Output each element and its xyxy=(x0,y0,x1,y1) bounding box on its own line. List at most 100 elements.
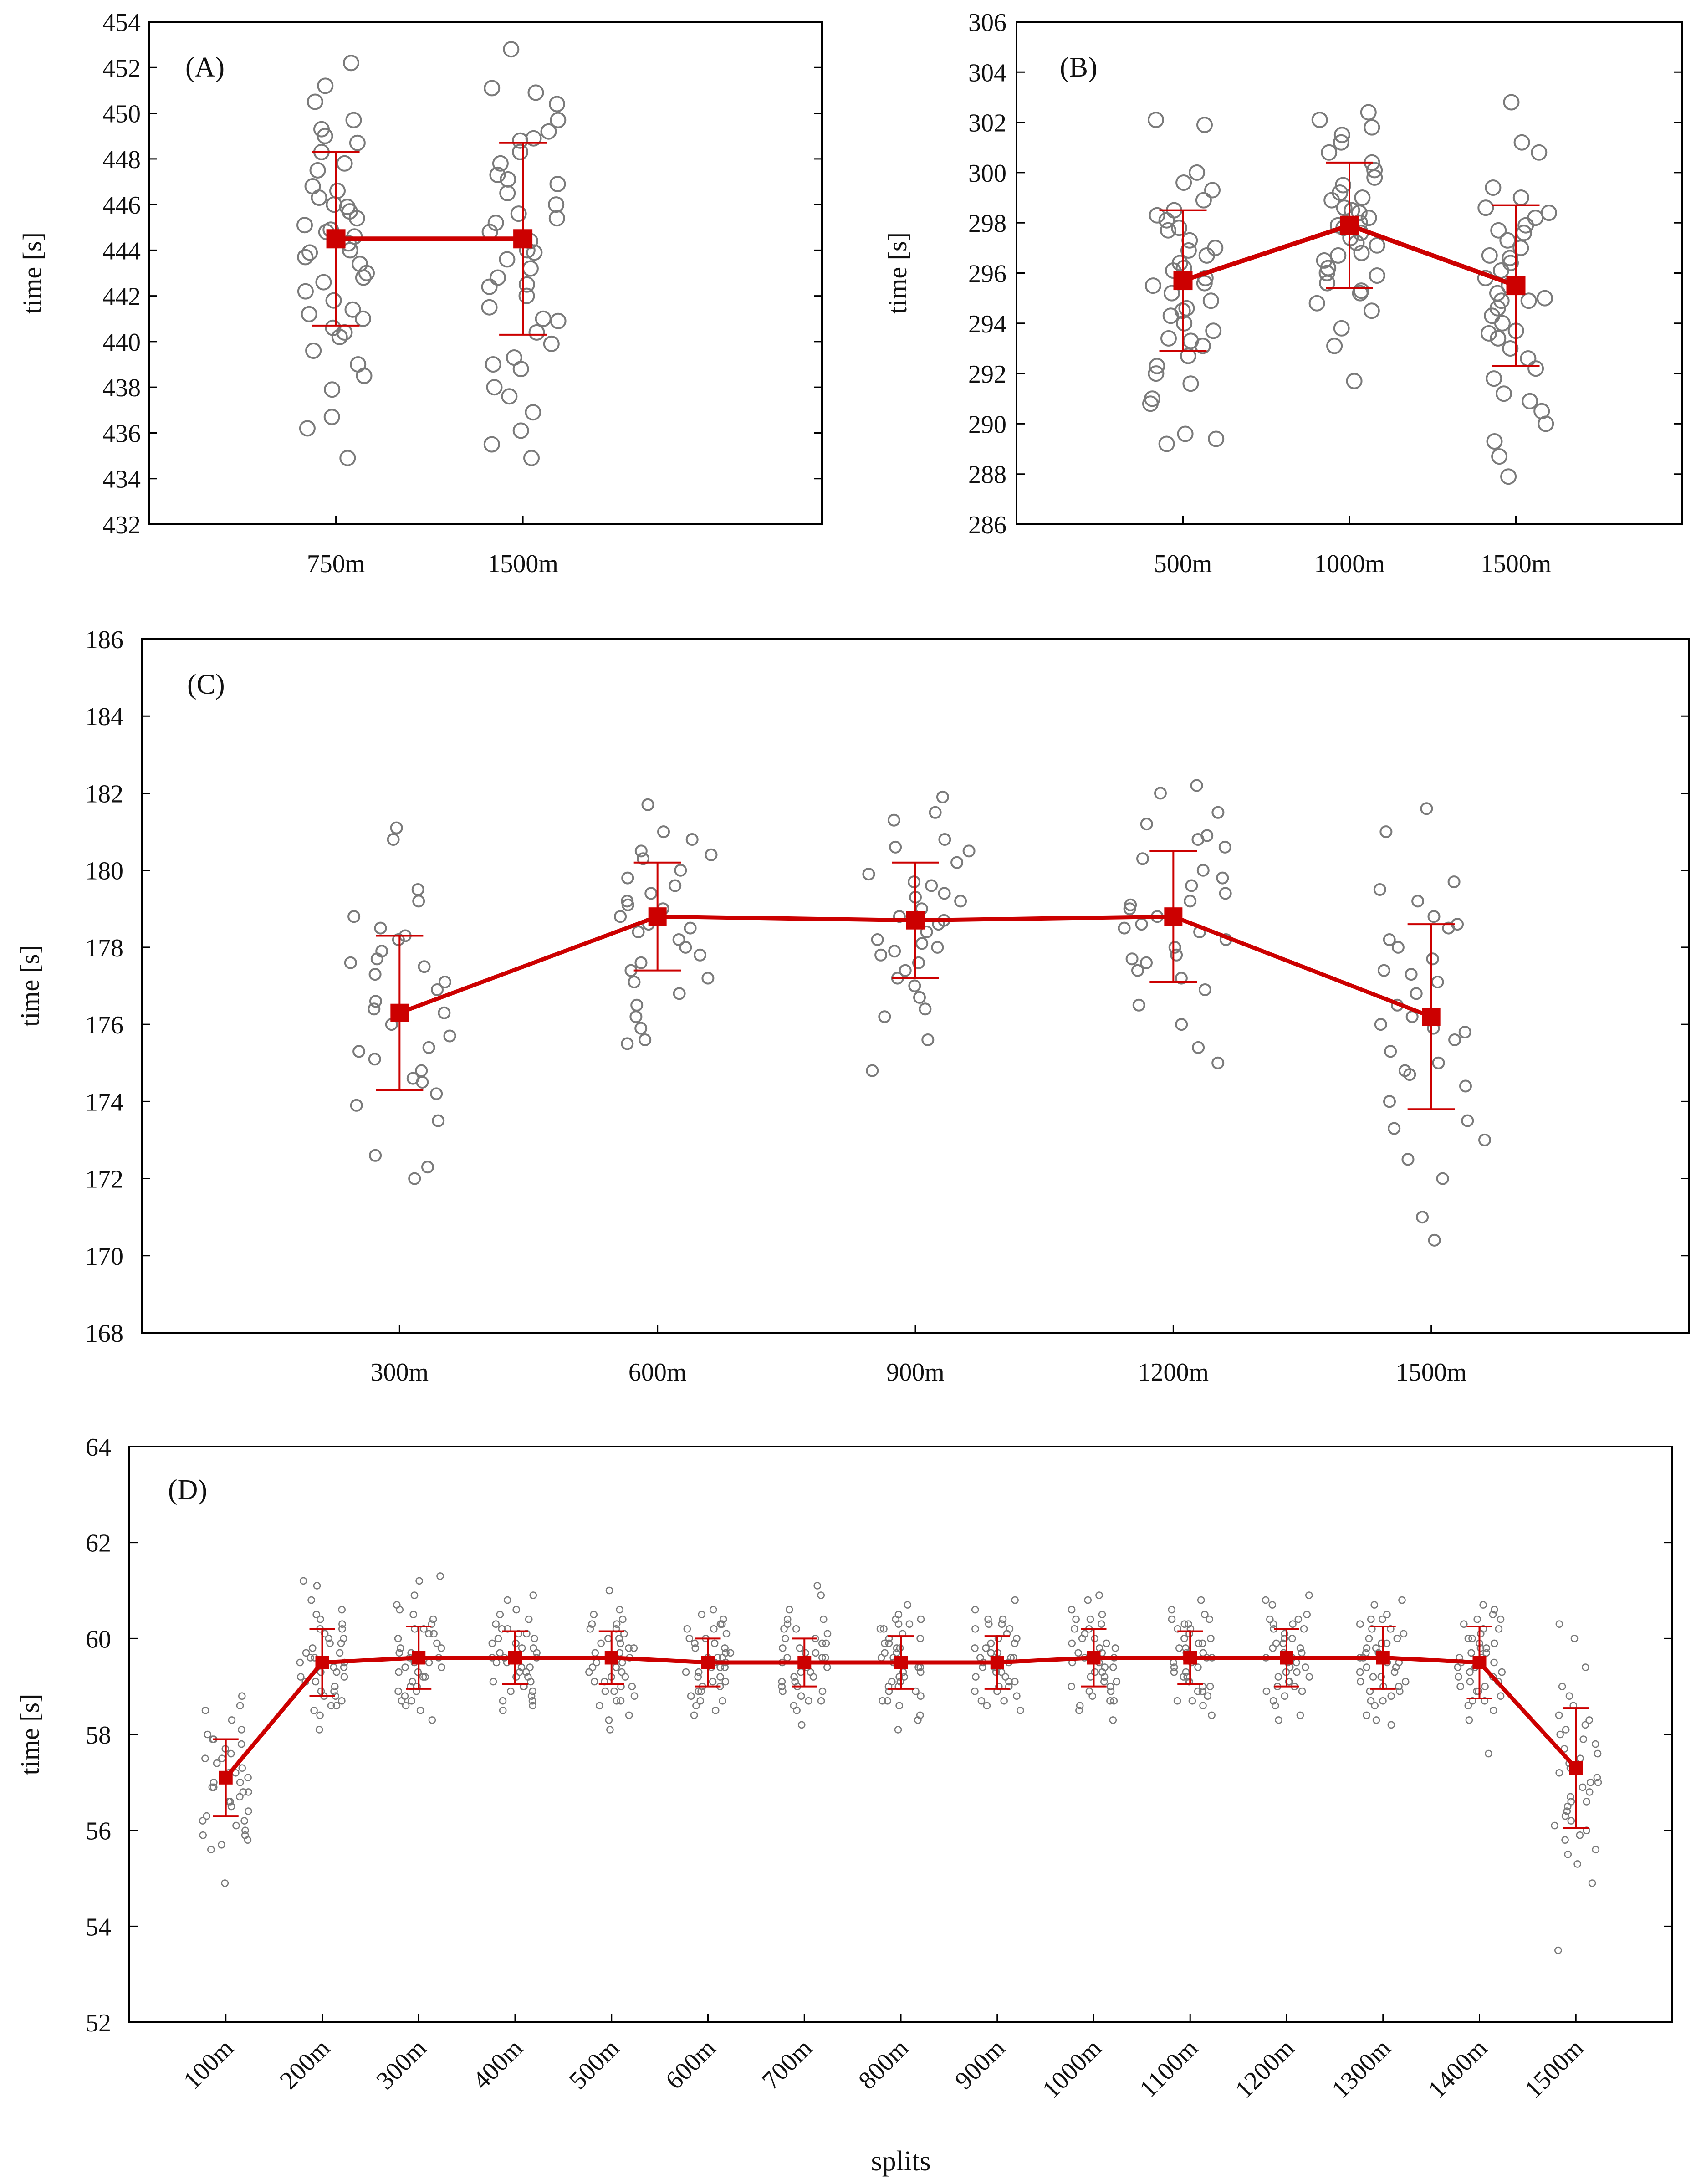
data-point xyxy=(1492,262,1509,279)
x-tick-label: 200m xyxy=(275,2034,336,2095)
data-point xyxy=(1482,1644,1490,1652)
data-point xyxy=(1125,952,1139,966)
data-point xyxy=(685,1635,694,1642)
data-point xyxy=(614,910,627,923)
data-point xyxy=(802,1649,809,1657)
data-point xyxy=(1585,1788,1594,1796)
data-point xyxy=(1502,250,1518,266)
data-point xyxy=(1170,948,1183,962)
data-point xyxy=(1490,1639,1498,1647)
data-point xyxy=(1520,292,1537,309)
data-point xyxy=(392,933,405,946)
data-point xyxy=(237,1740,245,1748)
x-tick-label: 750m xyxy=(307,550,365,578)
mean-marker xyxy=(648,907,667,926)
data-point xyxy=(1196,864,1210,877)
data-point xyxy=(881,1639,889,1647)
data-point xyxy=(1305,1673,1313,1681)
data-point xyxy=(950,856,964,869)
data-point xyxy=(1401,1153,1415,1166)
data-point xyxy=(387,833,400,846)
data-point xyxy=(1538,415,1554,432)
data-point xyxy=(1374,1018,1387,1031)
data-point xyxy=(1072,1615,1080,1623)
data-point xyxy=(443,1029,456,1043)
data-point xyxy=(606,1726,614,1734)
data-point xyxy=(716,1673,724,1681)
data-point xyxy=(1296,1711,1304,1719)
x-tick-label: 900m xyxy=(886,1358,945,1386)
data-point xyxy=(625,1644,633,1652)
data-point xyxy=(634,1022,648,1035)
x-tick-label: 300m xyxy=(371,2034,432,2095)
mean-marker xyxy=(1569,1761,1583,1775)
data-point xyxy=(1180,348,1196,364)
data-point xyxy=(1131,964,1144,977)
data-point xyxy=(1271,1702,1279,1710)
data-point xyxy=(682,1668,690,1676)
data-point xyxy=(779,1644,787,1652)
data-point xyxy=(1493,292,1510,309)
data-point xyxy=(871,933,884,946)
data-point xyxy=(1567,1793,1574,1801)
data-point xyxy=(613,1620,621,1628)
y-tick-label: 56 xyxy=(86,1817,111,1846)
data-point xyxy=(819,1615,828,1623)
data-point xyxy=(1068,1639,1076,1647)
data-point xyxy=(244,1788,252,1796)
data-point xyxy=(1563,1807,1571,1815)
data-point xyxy=(719,1697,726,1705)
data-point xyxy=(1197,1596,1205,1604)
mean-marker xyxy=(1376,1651,1390,1665)
data-point xyxy=(591,1678,598,1686)
y-tick-label: 64 xyxy=(86,1433,111,1462)
panel-label: (D) xyxy=(168,1474,207,1505)
data-point xyxy=(1481,247,1498,264)
data-point xyxy=(887,813,900,827)
data-point xyxy=(347,910,361,923)
data-point xyxy=(355,269,372,286)
data-point xyxy=(296,1673,305,1681)
data-point xyxy=(1551,1821,1558,1830)
chart-panel-c: 168 170 172 174 176 178 180 182 184 186 time [s] (C… xyxy=(15,626,1690,1386)
data-point xyxy=(596,1702,603,1710)
data-point xyxy=(1411,895,1425,908)
data-point xyxy=(628,976,641,988)
data-point xyxy=(721,1644,729,1652)
data-point xyxy=(685,833,699,846)
data-point xyxy=(305,343,322,359)
data-point xyxy=(1269,1644,1277,1652)
chart-panel-d: 52 54 56 58 60 62 64 time [s] (D) 100m 200m 300m 400… xyxy=(15,1433,1673,2177)
data-point xyxy=(1182,375,1199,392)
y-tick-label: 446 xyxy=(102,191,141,220)
data-point xyxy=(1194,1663,1202,1671)
data-point xyxy=(1482,1649,1490,1657)
data-point xyxy=(1180,1635,1188,1642)
data-point xyxy=(429,1615,437,1623)
data-point xyxy=(698,1611,706,1618)
data-point xyxy=(705,848,718,861)
data-point xyxy=(199,1831,207,1839)
data-point xyxy=(1567,1817,1575,1825)
data-point xyxy=(1111,1644,1119,1652)
data-point xyxy=(1176,315,1193,332)
data-point xyxy=(1199,1702,1207,1710)
data-point xyxy=(718,1620,726,1628)
data-point xyxy=(550,312,567,329)
data-point xyxy=(1561,1836,1569,1844)
data-point xyxy=(307,1654,314,1662)
data-point xyxy=(1502,340,1519,357)
mean-marker xyxy=(219,1770,233,1785)
data-point xyxy=(605,1586,613,1595)
data-point xyxy=(487,215,504,231)
data-point xyxy=(1086,1615,1094,1623)
data-point xyxy=(1084,1596,1092,1604)
data-point xyxy=(518,1644,526,1652)
data-point xyxy=(616,1606,624,1614)
data-point xyxy=(438,1006,451,1019)
data-point xyxy=(779,1687,787,1695)
data-point xyxy=(790,1673,798,1681)
data-point xyxy=(1490,1707,1497,1714)
mean-marker xyxy=(513,229,533,249)
data-point xyxy=(1356,1668,1364,1676)
